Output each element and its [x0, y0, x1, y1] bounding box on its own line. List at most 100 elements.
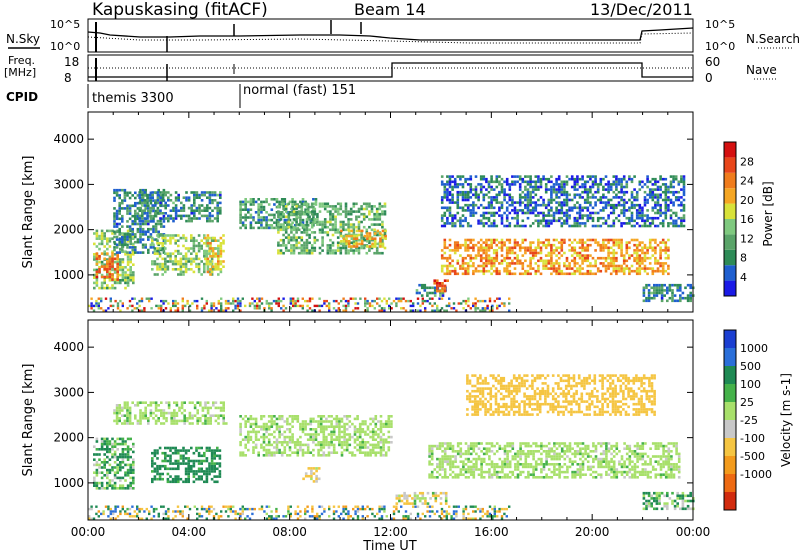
- heatmap-cell: [203, 454, 206, 458]
- heatmap-cell: [177, 252, 180, 255]
- heatmap-cell: [144, 188, 147, 192]
- heatmap-cell: [321, 228, 324, 232]
- heatmap-cell: [171, 451, 175, 455]
- heatmap-cell: [279, 251, 283, 255]
- heatmap-cell: [217, 268, 220, 271]
- heatmap-cell: [345, 242, 348, 246]
- heatmap-cell: [388, 297, 391, 300]
- heatmap-cell: [366, 302, 369, 305]
- heatmap-cell: [630, 216, 634, 220]
- heatmap-cell: [141, 217, 144, 220]
- heatmap-cell: [667, 224, 670, 228]
- heatmap-cell: [329, 220, 332, 224]
- heatmap-cell: [124, 253, 127, 256]
- heatmap-cell: [132, 253, 135, 256]
- heatmap-cell: [625, 267, 629, 270]
- heatmap-cell: [560, 272, 564, 276]
- heatmap-cell: [607, 224, 610, 228]
- heatmap-cell: [192, 470, 196, 473]
- heatmap-cell: [583, 201, 587, 204]
- heatmap-cell: [383, 307, 386, 310]
- heatmap-cell: [630, 196, 634, 199]
- heatmap-cell: [474, 267, 478, 270]
- heatmap-cell: [526, 216, 530, 220]
- heatmap-cell: [273, 203, 276, 206]
- heatmap-cell: [317, 425, 320, 428]
- heatmap-cell: [586, 209, 590, 212]
- heatmap-cell: [158, 234, 162, 237]
- heatmap-cell: [190, 446, 193, 450]
- heatmap-cell: [121, 442, 125, 446]
- heatmap-cell: [203, 270, 206, 274]
- heatmap-cell: [448, 185, 452, 189]
- heatmap-cell: [296, 438, 300, 441]
- heatmap-cell: [383, 210, 387, 213]
- heatmap-cell: [178, 419, 181, 423]
- heatmap-cell: [395, 297, 398, 300]
- heatmap-cell: [160, 401, 163, 404]
- heatmap-cell: [464, 203, 467, 207]
- heatmap-cell: [154, 401, 158, 404]
- heatmap-cell: [187, 472, 190, 476]
- heatmap-cell: [550, 188, 553, 191]
- heatmap-cell: [500, 222, 504, 225]
- noise-left-tick-high: 10^5: [50, 18, 80, 31]
- heatmap-cell: [284, 231, 288, 234]
- heatmap-cell: [174, 196, 178, 199]
- heatmap-cell: [210, 451, 214, 455]
- heatmap-cell: [265, 448, 268, 452]
- heatmap-cell: [383, 309, 386, 312]
- heatmap-cell: [139, 227, 142, 231]
- heatmap-cell: [511, 198, 514, 202]
- heatmap-cell: [496, 297, 499, 300]
- heatmap-cell: [376, 302, 379, 305]
- heatmap-cell: [378, 233, 382, 237]
- heatmap-cell: [407, 299, 410, 303]
- heatmap-cell: [500, 183, 504, 186]
- heatmap-cell: [139, 417, 142, 420]
- heatmap-cell: [270, 417, 274, 421]
- heatmap-cell: [568, 209, 571, 212]
- heatmap-cell: [256, 307, 259, 310]
- heatmap-cell: [654, 269, 657, 273]
- heatmap-cell: [576, 254, 579, 257]
- heatmap-cell: [529, 259, 532, 263]
- heatmap-cell: [193, 414, 197, 417]
- heatmap-cell: [156, 242, 159, 245]
- heatmap-cell: [371, 304, 374, 308]
- heatmap-cell: [282, 207, 285, 211]
- heatmap-cell: [630, 211, 634, 215]
- heatmap-cell: [100, 307, 103, 310]
- heatmap-cell: [426, 299, 429, 303]
- heatmap-cell: [526, 201, 530, 204]
- heatmap-cell: [650, 291, 653, 295]
- heatmap-cell: [106, 461, 109, 464]
- colorbar-swatch: [724, 172, 736, 189]
- heatmap-cell: [487, 259, 491, 263]
- heatmap-cell: [157, 417, 160, 420]
- heatmap-cell: [570, 224, 574, 228]
- heatmap-cell: [121, 487, 125, 490]
- heatmap-cell: [244, 435, 247, 439]
- heatmap-cell: [206, 236, 210, 240]
- heatmap-cell: [661, 241, 665, 244]
- heatmap-cell: [156, 457, 159, 460]
- heatmap-cell: [282, 251, 285, 255]
- heatmap-cell: [121, 414, 124, 417]
- heatmap-cell: [319, 428, 323, 431]
- heatmap-cell: [144, 401, 147, 404]
- freq-trace: [88, 62, 693, 78]
- heatmap-cell: [370, 218, 374, 221]
- heatmap-cell: [576, 222, 579, 225]
- heatmap-cell: [335, 299, 338, 303]
- heatmap-cell: [95, 229, 99, 233]
- heatmap-cell: [339, 249, 343, 252]
- heatmap-cell: [288, 428, 292, 431]
- heatmap-cell: [126, 243, 129, 247]
- heatmap-cell: [596, 269, 600, 273]
- heatmap-cell: [370, 238, 374, 242]
- heatmap-cell: [153, 252, 157, 255]
- heatmap-cell: [303, 241, 306, 245]
- heatmap-cell: [464, 249, 467, 252]
- heatmap-cell: [594, 249, 597, 252]
